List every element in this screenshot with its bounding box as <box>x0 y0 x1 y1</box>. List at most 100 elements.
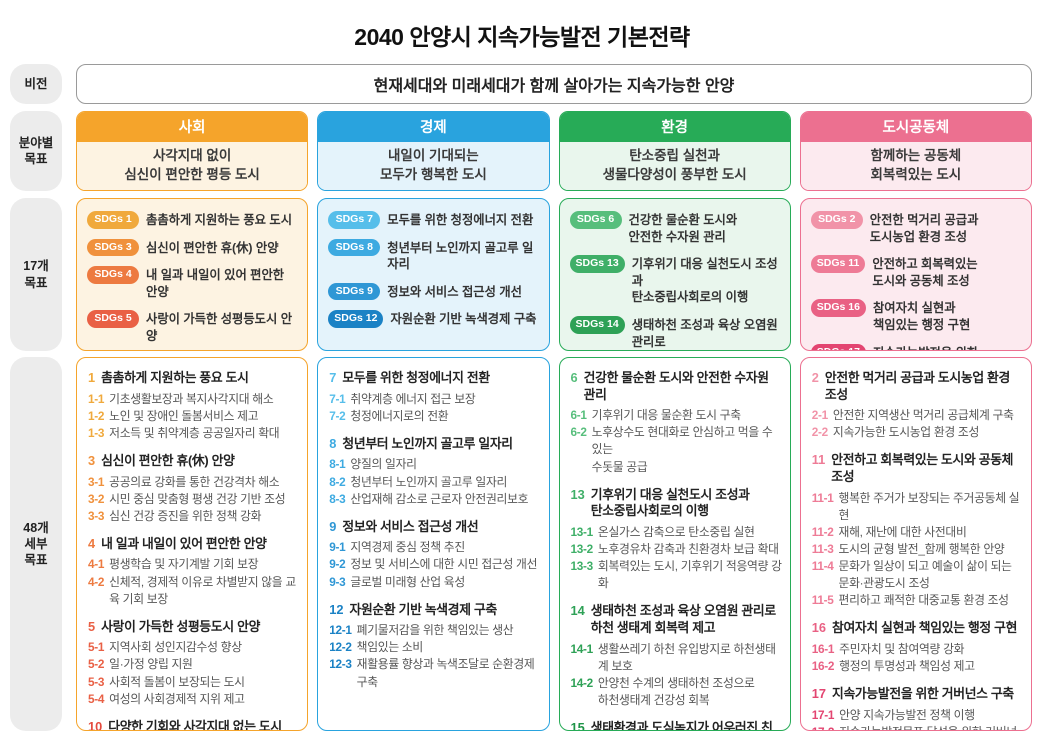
detail-group-title: 촘촘하게 지원하는 풍요 도시 <box>101 370 249 385</box>
sdg-row: SDGs 4 내 일과 내일이 있어 편안한 안양 <box>87 266 298 300</box>
sector-row-label: 분야별 목표 <box>10 111 62 191</box>
detail-group-title: 청년부터 노인까지 골고루 일자리 <box>342 435 513 451</box>
detail-item: 13-3 회복력있는 도시, 기후위기 적응역량 강화 <box>571 558 782 592</box>
detail-item: 9-2 정보 및 서비스에 대한 시민 접근성 개선 <box>329 556 540 573</box>
detail-group-number: 8 <box>329 435 337 451</box>
detail-group: 16 참여자치 실현과 책임있는 행정 구현 16-1 주민자치 및 참여역량 강화 1… <box>812 620 1023 675</box>
detail-item-text: 편리하고 쾌적한 대중교통 환경 조성 <box>838 593 1010 608</box>
detail-item: 3-2 시민 중심 맞춤형 평생 건강 기반 조성 <box>88 491 299 508</box>
sdg-row: SDGs 13 기후위기 대응 실천도시 조성과 탄소중립사회로의 이행 <box>569 255 781 306</box>
detail-item: 5-4 여성의 사회경제적 지위 제고 <box>88 691 299 708</box>
detail-group: 9 정보와 서비스 접근성 개선 9-1 지역경제 중심 정책 추진 9-2 정보 및 서… <box>329 519 540 591</box>
detail-group-heading: 14 생태하천 조성과 육상 오염원 관리로 하천 생태계 회복력 제고 <box>571 603 782 636</box>
detail-item: 8-2 청년부터 노인까지 골고루 일자리 <box>329 474 540 491</box>
detail-item-number: 2-1 <box>811 408 828 423</box>
detail-item-text: 평생학습 및 자기계발 기회 보장 <box>109 557 259 572</box>
detail-group-heading: 10 다양한 기회와 사각지대 없는 도시 <box>88 718 299 731</box>
detail-group: 2 안전한 먹거리 공급과 도시농업 환경 조성 2-1 안전한 지역생산 먹거리 공… <box>812 370 1023 441</box>
detail-item: 4-2 신체적, 경제적 이유로 차별받지 않을 교육 기회 보장 <box>88 574 299 608</box>
sdg-goal-text: 청년부터 노인까지 골고루 일자리 <box>387 240 534 272</box>
detail-item-text: 지역사회 성인지감수성 향상 <box>109 640 242 655</box>
detail-item-number: 9-1 <box>329 540 346 555</box>
goals-17-row: 17개 목표 SDGs 1 촘촘하게 지원하는 풍요 도시 SDGs 3 심신이 편안… <box>10 198 1032 351</box>
sdg-row: SDGs 2 안전한 먹거리 공급과 도시농업 환경 조성 <box>810 211 1022 245</box>
sdg-row: SDGs 3 심신이 편안한 휴(休) 안양 <box>87 238 298 257</box>
detail-item-text: 취약계층 에너지 접근 보장 <box>350 391 476 406</box>
detail-item: 1-2 노인 및 장애인 돌봄서비스 제고 <box>88 408 299 425</box>
detail-group: 8 청년부터 노인까지 골고루 일자리 8-1 양질의 일자리 8-2 청년부터 노인까지… <box>329 436 540 508</box>
detail-group: 6 건강한 물순환 도시와 안전한 수자원 관리 6-1 기후위기 대응 물순환 도시… <box>571 370 782 476</box>
sdg-row: SDGs 12 자원순환 기반 녹색경제 구축 <box>328 310 539 328</box>
detail-item: 9-3 글로벌 미래형 산업 육성 <box>329 574 540 591</box>
sdg-goal-text: 안전한 먹거리 공급과 도시농업 환경 조성 <box>869 213 979 244</box>
sector-box-사회: 사회 사각지대 없이 심신이 편안한 평등 도시 <box>76 111 309 191</box>
detail-group-title: 안전하고 회복력있는 도시와 공동체 조성 <box>831 452 1014 485</box>
detail-item-text: 회복력있는 도시, 기후위기 적응역량 강화 <box>597 559 782 591</box>
detail-item-number: 8-2 <box>329 474 346 489</box>
detail-item: 9-1 지역경제 중심 정책 추진 <box>329 539 540 556</box>
detail-item-text: 도시의 균형 발전_함께 행복한 안양 <box>838 541 1005 556</box>
detail-item: 11-5 편리하고 쾌적한 대중교통 환경 조성 <box>812 592 1023 609</box>
sdg-goal-text: 지속가능발전을 위한 거버넌스 구축 <box>873 344 978 350</box>
sector-box-환경: 환경 탄소중립 실천과 생물다양성이 풍부한 도시 <box>558 111 791 191</box>
detail-group-number: 1 <box>88 370 96 385</box>
detail-item-text: 심신 건강 증진을 위한 정책 강화 <box>109 508 262 523</box>
detail-item-text: 지속가능한 도시농업 환경 조성 <box>832 425 980 440</box>
page-title: 2040 안양시 지속가능발전 기본전략 <box>354 24 690 50</box>
detail-group-number: 10 <box>88 718 103 731</box>
detail-group-title: 정보와 서비스 접근성 개선 <box>342 518 479 534</box>
sector-box-경제: 경제 내일이 기대되는 모두가 행복한 도시 <box>317 111 550 191</box>
detail-item: 8-3 산업재해 감소로 근로자 안전권리보호 <box>329 491 540 508</box>
detail-group-number: 2 <box>811 370 819 385</box>
detail-item-number: 4-1 <box>88 557 105 572</box>
sdg-row: SDGs 8 청년부터 노인까지 골고루 일자리 <box>328 238 539 273</box>
detail-item-text: 저소득 및 취약계층 공공일자리 확대 <box>109 425 280 440</box>
detail-item-number: 5-1 <box>88 640 105 655</box>
detail-item: 6-1 기후위기 대응 물순환 도시 구축 <box>571 407 782 424</box>
sdg-goal-text: 자원순환 기반 녹색경제 구축 <box>390 312 537 327</box>
detail-item-number: 16-1 <box>811 641 835 656</box>
detail-group: 7 모두를 위한 청정에너지 전환 7-1 취약계층 에너지 접근 보장 7-2 청정에너… <box>329 370 540 425</box>
detail-group: 11 안전하고 회복력있는 도시와 공동체 조성 11-1 행복한 주거가 보장되는 … <box>812 452 1023 609</box>
detail-item-number: 9-2 <box>329 557 346 572</box>
detail-group-title: 기후위기 대응 실천도시 조성과 탄소중립사회로의 이행 <box>590 486 750 519</box>
detail-item: 3-3 심신 건강 증진을 위한 정책 강화 <box>88 508 299 525</box>
sdg-row: SDGs 9 정보와 서비스 접근성 개선 <box>328 282 539 301</box>
sdg-row: SDGs 16 참여자치 실현과 책임있는 행정 구현 <box>810 299 1022 333</box>
detail-item-number: 3-1 <box>88 474 105 489</box>
detail-group: 5 사랑이 가득한 성평등도시 안양 5-1 지역사회 성인지감수성 향상 5-2 일·가… <box>88 619 299 708</box>
detail-item-text: 안양 지속가능발전 정책 이행 <box>839 707 975 722</box>
detail-group-heading: 2 안전한 먹거리 공급과 도시농업 환경 조성 <box>812 370 1023 403</box>
detail-item: 4-1 평생학습 및 자기계발 기회 보장 <box>88 556 299 573</box>
sdg-badge: SDGs 8 <box>328 238 381 257</box>
detail-item: 1-3 저소득 및 취약계층 공공일자리 확대 <box>88 425 299 442</box>
detail-group-heading: 3 심신이 편안한 휴(休) 안양 <box>88 453 299 470</box>
detail-item-number: 8-3 <box>329 491 346 506</box>
sdg-row: SDGs 5 사랑이 가득한 성평등도시 안양 <box>87 310 298 344</box>
detail-item: 5-2 일·가정 양립 지원 <box>88 656 299 673</box>
detail-item-text: 생활쓰레기 하천 유입방지로 하천생태계 보호 <box>597 641 776 673</box>
detail-group-number: 5 <box>88 618 96 634</box>
detail-box-환경: 6 건강한 물순환 도시와 안전한 수자원 관리 6-1 기후위기 대응 물순환 도시… <box>558 357 791 731</box>
detail-group-title: 건강한 물순환 도시와 안전한 수자원 관리 <box>583 370 769 402</box>
vision-row: 비전 현재세대와 미래세대가 함께 살아가는 지속가능한 안양 <box>10 64 1032 104</box>
detail-item: 11-1 행복한 주거가 보장되는 주거공동체 실현 <box>812 490 1023 524</box>
detail-group-heading: 7 모두를 위한 청정에너지 전환 <box>329 370 540 387</box>
detail-group-title: 지속가능발전을 위한 거버넌스 구축 <box>831 686 1014 702</box>
detail-item-number: 13-3 <box>570 559 594 574</box>
detail-group-number: 9 <box>329 518 337 534</box>
detail-group-title: 내 일과 내일이 있어 편안한 안양 <box>101 535 267 551</box>
detail-group-title: 안전한 먹거리 공급과 도시농업 환경 조성 <box>824 370 1010 402</box>
sdg-goal-text: 안전하고 회복력있는 도시와 공동체 조성 <box>872 257 978 288</box>
sector-header-환경: 환경 <box>559 112 790 142</box>
sdg-row: SDGs 14 생태하천 조성과 육상 오염원 관리로 하천 생태계 회복력 제고 <box>569 315 781 350</box>
detail-item-text: 양질의 일자리 <box>350 457 417 472</box>
detail-item-text: 청정에너지로의 전환 <box>350 408 449 423</box>
sdg-goal-text: 정보와 서비스 접근성 개선 <box>387 284 522 299</box>
detail-group-heading: 11 안전하고 회복력있는 도시와 공동체 조성 <box>812 452 1023 485</box>
detail-group-heading: 8 청년부터 노인까지 골고루 일자리 <box>329 436 540 453</box>
sdg-goal-text: 건강한 물순환 도시와 안전한 수자원 관리 <box>628 213 738 244</box>
